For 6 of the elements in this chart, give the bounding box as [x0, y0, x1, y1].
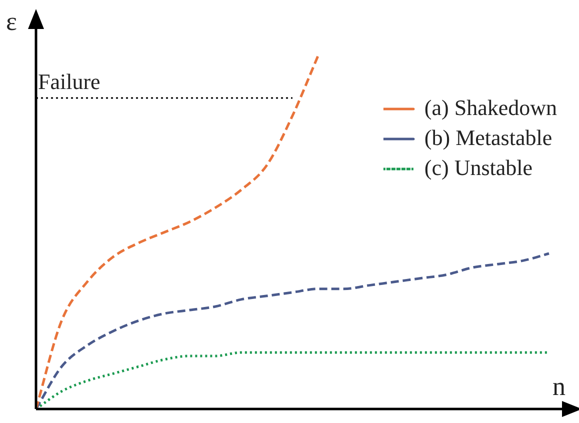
legend-label: (c) Unstable	[424, 154, 533, 180]
y-axis-title: ε	[6, 6, 17, 36]
x-axis-title: n	[552, 372, 566, 401]
legend-label: (b) Metastable	[424, 124, 552, 150]
legend-label: (a) Shakedown	[424, 94, 558, 120]
ref-line-label: Failure	[38, 68, 100, 94]
